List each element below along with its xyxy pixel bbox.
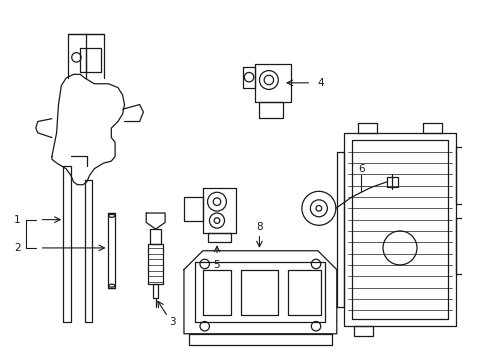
Text: 4: 4: [318, 78, 324, 88]
Text: 6: 6: [358, 164, 365, 174]
Text: 3: 3: [170, 316, 176, 327]
Text: 5: 5: [214, 260, 220, 270]
Text: 1: 1: [14, 215, 21, 225]
Text: 2: 2: [14, 243, 21, 253]
Text: 8: 8: [256, 222, 263, 232]
